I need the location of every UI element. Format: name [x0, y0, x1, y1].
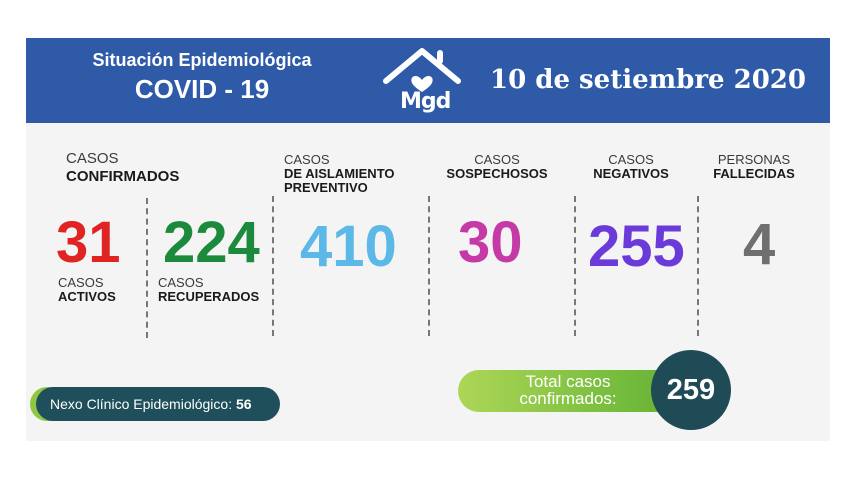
- isolation-label-bold1: DE AISLAMIENTO: [284, 166, 395, 181]
- mgd-logo: Mgd: [380, 43, 464, 117]
- confirmed-label-bold: CONFIRMADOS: [66, 168, 180, 185]
- divider: [146, 198, 148, 338]
- active-label-top: CASOS: [58, 275, 104, 290]
- suspected-label-bold: SOSPECHOSOS: [446, 166, 548, 181]
- isolation-label-top: CASOS: [284, 152, 330, 167]
- negative-label-top: CASOS: [608, 152, 654, 167]
- recovered-cases-value: 224: [163, 210, 260, 275]
- divider: [272, 196, 274, 336]
- total-label-line2: confirmados:: [519, 389, 617, 408]
- negative-cases-value: 255: [588, 214, 685, 279]
- report-date: 10 de setiembre 2020: [490, 65, 806, 95]
- deceased-label: PERSONAS FALLECIDAS: [706, 153, 802, 181]
- page-title: Situación Epidemiológica COVID - 19: [62, 51, 342, 102]
- divider: [428, 196, 430, 336]
- active-cases-value: 31: [56, 210, 121, 275]
- deceased-label-bold: FALLECIDAS: [713, 166, 795, 181]
- nexo-clinico-badge: Nexo Clínico Epidemiológico: 56: [36, 387, 280, 421]
- total-label-line1: Total casos: [525, 372, 611, 391]
- deceased-label-top: PERSONAS: [717, 152, 791, 167]
- suspected-label-top: CASOS: [474, 152, 520, 167]
- active-cases-label: CASOS ACTIVOS: [58, 276, 116, 304]
- recovered-label-top: CASOS: [158, 275, 204, 290]
- confirmed-label-top: CASOS: [66, 150, 119, 167]
- header-banner: Situación Epidemiológica COVID - 19 Mgd …: [26, 38, 830, 123]
- nexo-label: Nexo Clínico Epidemiológico:: [50, 396, 233, 412]
- isolation-label-bold2: PREVENTIVO: [284, 180, 368, 195]
- divider: [697, 196, 699, 336]
- suspected-label: CASOS SOSPECHOSOS: [438, 153, 556, 181]
- isolation-label: CASOS DE AISLAMIENTO PREVENTIVO: [284, 153, 395, 195]
- active-label-bold: ACTIVOS: [58, 289, 116, 304]
- isolation-cases-value: 410: [300, 214, 397, 279]
- confirmed-label: CASOS CONFIRMADOS: [66, 150, 179, 186]
- nexo-value: 56: [235, 396, 252, 412]
- title-line1: Situación Epidemiológica: [92, 50, 312, 70]
- total-confirmed-value: 259: [651, 350, 731, 430]
- house-heart-icon: [383, 48, 461, 92]
- negative-label: CASOS NEGATIVOS: [586, 153, 676, 181]
- total-confirmed-label: Total casos confirmados:: [500, 373, 636, 407]
- divider: [574, 196, 576, 336]
- title-line2: COVID - 19: [134, 74, 270, 104]
- logo-text: Mgd: [400, 89, 451, 114]
- recovered-label-bold: RECUPERADOS: [158, 289, 260, 304]
- recovered-cases-label: CASOS RECUPERADOS: [158, 276, 259, 304]
- negative-label-bold: NEGATIVOS: [593, 166, 669, 181]
- deceased-value: 4: [743, 212, 776, 277]
- suspected-cases-value: 30: [458, 210, 523, 275]
